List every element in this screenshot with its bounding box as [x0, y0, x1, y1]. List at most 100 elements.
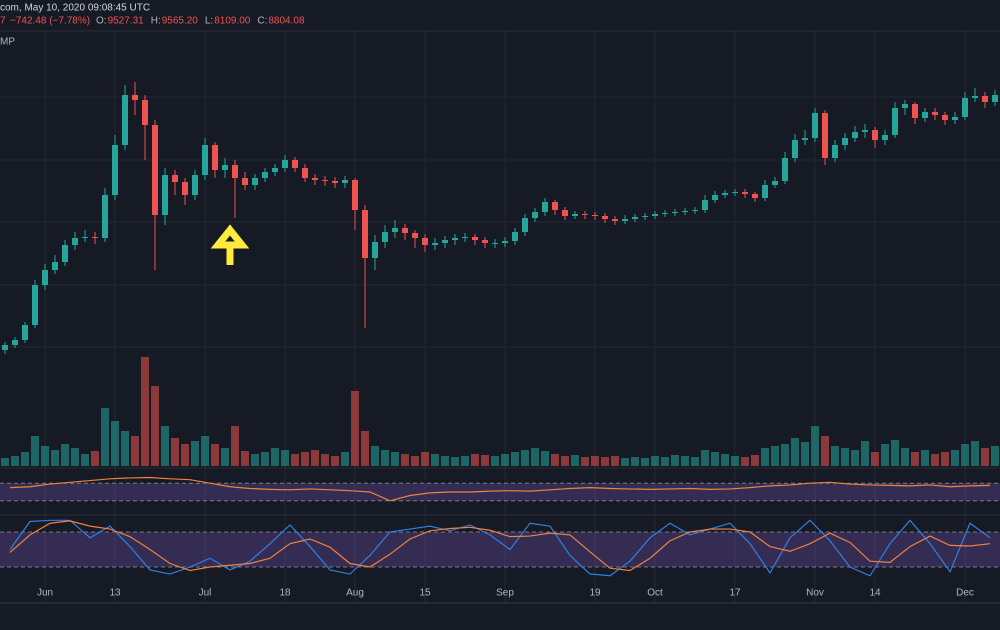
candle-body	[162, 175, 168, 215]
volume-bar	[431, 454, 439, 466]
candle-body	[982, 96, 988, 102]
candle-body	[192, 175, 198, 195]
volume-bar	[1, 458, 9, 466]
candle-body	[942, 115, 948, 120]
x-tick-label: Dec	[956, 588, 974, 599]
candle-body	[362, 210, 368, 258]
x-tick-label: 17	[729, 588, 741, 599]
volume-bar	[621, 458, 629, 466]
volume-bar	[741, 457, 749, 466]
volume-bar	[521, 450, 529, 466]
volume-bar	[921, 450, 929, 466]
volume-bar	[751, 455, 759, 466]
candle-body	[242, 178, 248, 185]
candle-body	[652, 214, 658, 216]
candle-body	[752, 194, 758, 198]
volume-bar	[21, 452, 29, 466]
volume-bar	[41, 446, 49, 466]
volume-bar	[811, 426, 819, 466]
candle-body	[342, 180, 348, 183]
volume-bar	[581, 457, 589, 466]
volume-bar	[471, 454, 479, 466]
volume-bar	[311, 450, 319, 466]
volume-bar	[871, 452, 879, 466]
rsi-line	[9, 476, 991, 502]
volume-bar	[951, 450, 959, 466]
candle-body	[112, 145, 118, 195]
candle-body	[302, 168, 308, 178]
candle-body	[582, 214, 588, 215]
candle-body	[262, 172, 268, 178]
candle-body	[882, 135, 888, 140]
candle-body	[642, 216, 648, 217]
volume-bar	[261, 452, 269, 466]
volume-bar	[501, 454, 509, 466]
candle-body	[932, 112, 938, 115]
candle-body	[602, 216, 608, 219]
candle-body	[542, 202, 548, 212]
volume-bar	[661, 457, 669, 466]
candle-body	[712, 195, 718, 200]
volume-bar	[231, 426, 239, 466]
candle-body	[522, 218, 528, 232]
volume-bar	[611, 456, 619, 466]
candle-body	[832, 145, 838, 158]
candle-body	[222, 165, 228, 170]
candle-body	[612, 219, 618, 221]
candle-body	[152, 125, 158, 215]
candle-body	[452, 238, 458, 240]
volume-bar	[11, 456, 19, 466]
header-exchange: MP	[0, 37, 15, 48]
volume-bar	[701, 450, 709, 466]
candle-body	[312, 178, 318, 180]
candle-body	[282, 160, 288, 168]
volume-bar	[941, 452, 949, 466]
candle-body	[462, 237, 468, 238]
candle-body	[732, 192, 738, 193]
volume-bar	[371, 446, 379, 466]
volume-bar	[331, 456, 339, 466]
volume-bar	[361, 431, 369, 466]
candle-body	[912, 104, 918, 118]
candle-body	[232, 165, 238, 178]
x-tick-label: Aug	[346, 588, 364, 599]
candle-body	[352, 180, 358, 210]
volume-bar	[301, 452, 309, 466]
volume-bar	[721, 454, 729, 466]
candle-body	[412, 233, 418, 238]
candle-body	[482, 240, 488, 243]
candle-body	[52, 262, 58, 270]
volume-bar	[381, 450, 389, 466]
candle-body	[812, 113, 818, 138]
stat-key: H:	[151, 16, 161, 27]
volume-bar	[241, 451, 249, 466]
header-symbol: 7	[0, 16, 6, 27]
volume-bar	[201, 436, 209, 466]
candle-body	[392, 228, 398, 232]
marks: Jun 13 Jul 18 Aug 15 Sep 19 Oct 17 Nov 14 Dec	[0, 82, 1000, 599]
candle-body	[472, 237, 478, 240]
volume-bar	[141, 357, 149, 466]
candle-body	[992, 95, 998, 102]
volume-bar	[891, 440, 899, 466]
candle-body	[92, 237, 98, 238]
volume-bar	[711, 452, 719, 466]
candle-body	[902, 104, 908, 108]
volume-bar	[411, 456, 419, 466]
candle-body	[782, 158, 788, 181]
candle-body	[762, 185, 768, 198]
candle-body	[332, 181, 338, 183]
volume-bar	[171, 438, 179, 466]
header-change: −742.48 (−7.78%)	[10, 16, 90, 27]
volume-bar	[291, 454, 299, 466]
candle-body	[82, 237, 88, 238]
candle-body	[512, 232, 518, 241]
x-tick-label: 18	[279, 588, 291, 599]
candle-body	[562, 210, 568, 216]
candle-body	[692, 210, 698, 211]
volume-bar	[591, 456, 599, 466]
volume-bar	[351, 391, 359, 466]
volume-bar	[161, 426, 169, 466]
volume-bar	[671, 455, 679, 466]
